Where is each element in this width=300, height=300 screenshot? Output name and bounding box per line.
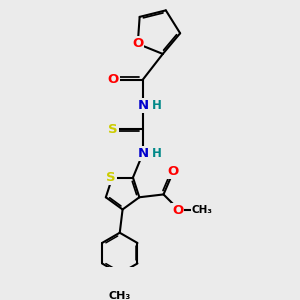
Text: O: O [172,204,183,217]
Text: O: O [107,73,119,86]
Text: CH₃: CH₃ [109,291,131,300]
Text: H: H [152,147,161,160]
Text: S: S [106,171,116,184]
Text: O: O [168,165,179,178]
Text: H: H [152,99,161,112]
Text: N: N [138,147,149,160]
Text: CH₃: CH₃ [191,205,212,215]
Text: O: O [132,37,143,50]
Text: S: S [108,123,118,136]
Text: N: N [138,99,149,112]
